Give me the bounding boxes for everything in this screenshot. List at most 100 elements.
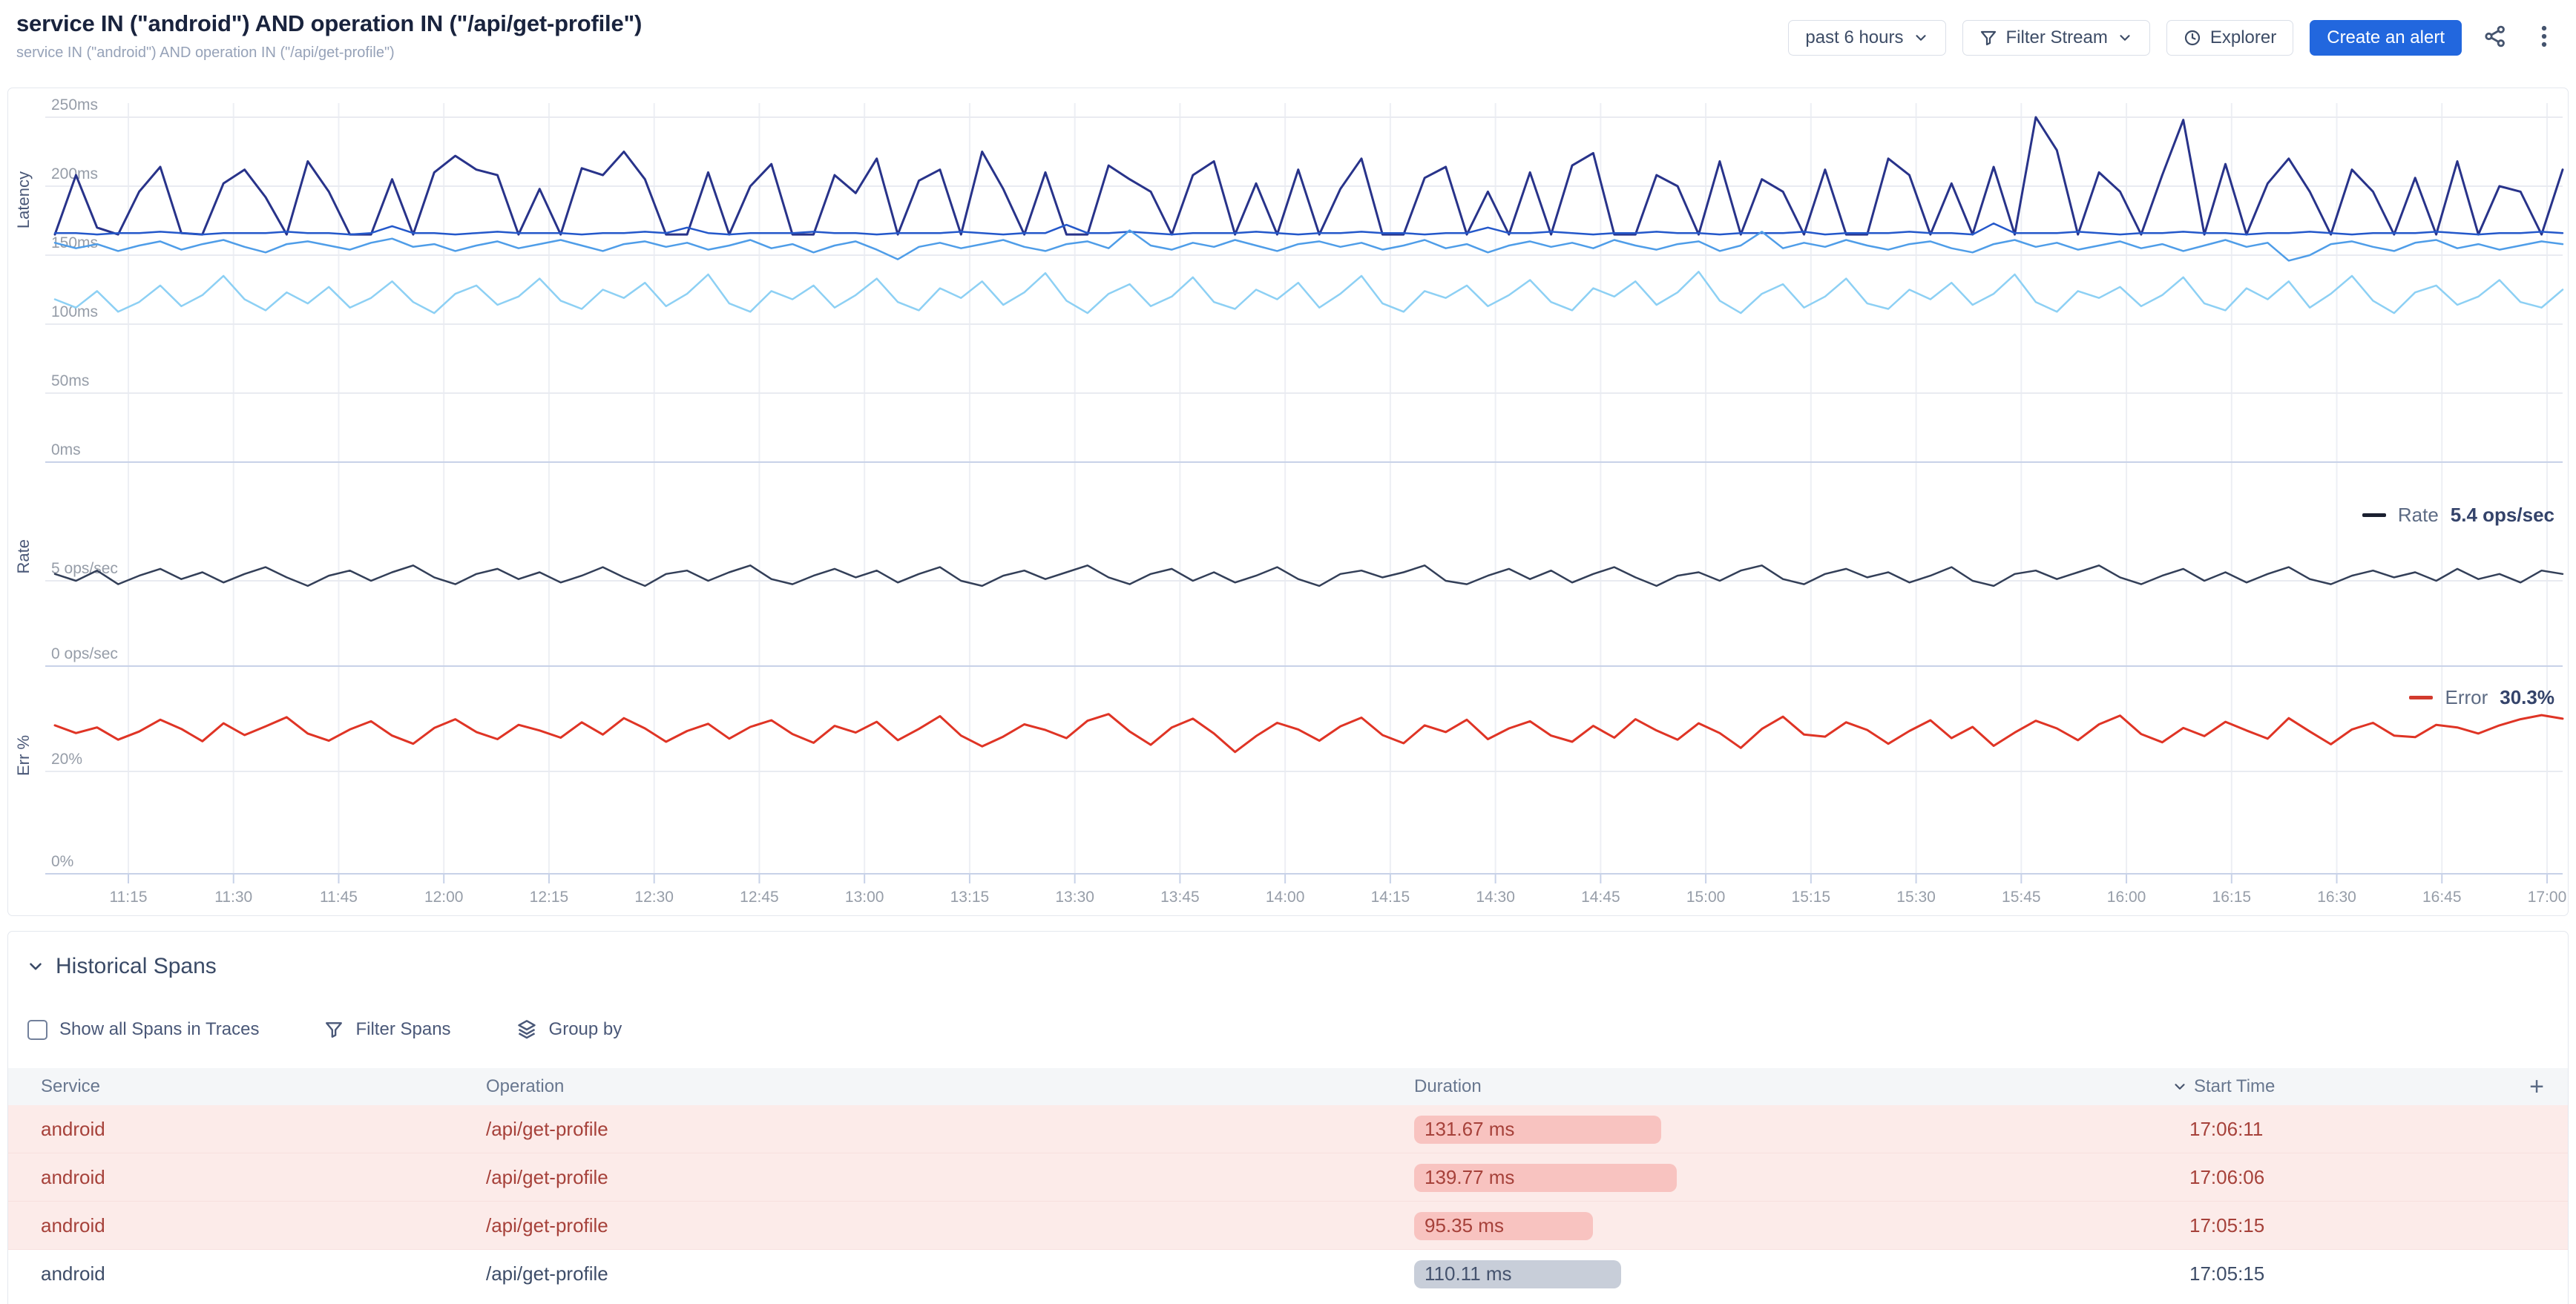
chevron-down-icon: [2117, 30, 2133, 46]
show-all-spans-checkbox[interactable]: [27, 1019, 47, 1040]
filter-stream-dropdown[interactable]: Filter Stream: [1962, 19, 2150, 56]
svg-text:16:00: 16:00: [2107, 889, 2146, 906]
svg-text:14:00: 14:00: [1266, 889, 1305, 906]
start-time-cell: 17:06:06: [2189, 1166, 2265, 1188]
show-all-spans-toggle[interactable]: Show all Spans in Traces: [27, 1019, 259, 1040]
chevron-down-icon: [26, 957, 45, 976]
svg-text:12:00: 12:00: [424, 889, 464, 906]
historical-spans-title: Historical Spans: [56, 954, 217, 978]
rate-legend-dash: [2362, 513, 2386, 517]
svg-text:15:45: 15:45: [2002, 889, 2041, 906]
clock-icon: [2184, 29, 2201, 47]
svg-text:16:15: 16:15: [2212, 889, 2252, 906]
spans-table-body: android/api/get-profile 131.67 ms 17:06:11…: [8, 1105, 2568, 1298]
filter-icon: [324, 1020, 344, 1039]
column-header-duration[interactable]: Duration: [1414, 1076, 1482, 1096]
svg-text:14:45: 14:45: [1581, 889, 1620, 906]
column-header-service[interactable]: Service: [41, 1076, 101, 1096]
operation-cell: /api/get-profile: [486, 1166, 608, 1188]
filter-spans-button[interactable]: Filter Spans: [324, 1019, 451, 1040]
table-row[interactable]: android/api/get-profile 131.67 ms 17:06:11: [8, 1105, 2568, 1153]
table-row[interactable]: android/api/get-profile 95.35 ms 17:05:15: [8, 1202, 2568, 1250]
svg-text:12:15: 12:15: [530, 889, 569, 906]
explorer-button[interactable]: Explorer: [2166, 19, 2294, 56]
historical-spans-panel: Historical Spans Show all Spans in Trace…: [7, 931, 2569, 1304]
svg-text:13:15: 13:15: [950, 889, 990, 906]
column-header-start-time[interactable]: Start Time +: [2157, 1074, 2568, 1099]
svg-text:0ms: 0ms: [51, 441, 81, 458]
start-time-header-label: Start Time: [2194, 1076, 2276, 1096]
svg-text:11:45: 11:45: [320, 889, 358, 906]
operation-cell: /api/get-profile: [486, 1262, 608, 1285]
duration-cell: 110.11 ms: [1381, 1259, 2157, 1288]
filter-icon: [1979, 29, 1997, 47]
svg-text:250ms: 250ms: [51, 96, 98, 113]
table-row[interactable]: android/api/get-profile 110.11 ms 17:05:15: [8, 1250, 2568, 1298]
share-button[interactable]: [2478, 19, 2512, 56]
page-header: service IN ("android") AND operation IN …: [0, 0, 2576, 88]
show-all-spans-label: Show all Spans in Traces: [59, 1019, 260, 1039]
time-range-label: past 6 hours: [1805, 27, 1904, 47]
svg-text:13:45: 13:45: [1160, 889, 1200, 906]
duration-bar: 139.77 ms: [1414, 1163, 1677, 1192]
share-icon: [2483, 24, 2508, 49]
service-cell: android: [41, 1118, 105, 1140]
latency-axis-title: Latency: [14, 171, 33, 229]
column-header-operation[interactable]: Operation: [486, 1076, 565, 1096]
page-subtitle: service IN ("android") AND operation IN …: [16, 45, 395, 61]
svg-text:16:45: 16:45: [2422, 889, 2462, 906]
historical-spans-header[interactable]: Historical Spans: [8, 932, 2568, 979]
more-menu-button[interactable]: [2529, 19, 2560, 56]
service-cell: android: [41, 1166, 105, 1188]
kebab-menu-icon: [2533, 24, 2555, 49]
page-title: service IN ("android") AND operation IN …: [16, 10, 643, 36]
filter-spans-label: Filter Spans: [355, 1019, 451, 1039]
svg-text:14:15: 14:15: [1371, 889, 1410, 906]
add-column-button[interactable]: +: [2529, 1073, 2544, 1101]
layers-icon: [516, 1019, 537, 1040]
svg-text:11:30: 11:30: [214, 889, 252, 906]
metrics-chart[interactable]: 11:15 11:30 11:45 12:00 12:15 12:30 12:45 13:00…: [8, 88, 2568, 915]
error-legend-dash: [2409, 696, 2434, 699]
rate-legend-label: Rate: [2397, 504, 2439, 526]
time-range-dropdown[interactable]: past 6 hours: [1788, 19, 1946, 56]
svg-text:17:00: 17:00: [2528, 889, 2567, 906]
operation-cell: /api/get-profile: [486, 1118, 608, 1140]
svg-text:100ms: 100ms: [51, 303, 98, 320]
duration-bar: 95.35 ms: [1414, 1211, 1593, 1240]
svg-text:13:00: 13:00: [845, 889, 884, 906]
metrics-charts-panel: Latency Rate Err % 11:15 11:30 11:45 12:00 1…: [7, 88, 2569, 916]
svg-text:150ms: 150ms: [51, 234, 98, 251]
group-by-button[interactable]: Group by: [516, 1019, 622, 1040]
svg-text:12:45: 12:45: [740, 889, 779, 906]
svg-text:15:00: 15:00: [1686, 889, 1726, 906]
create-alert-button[interactable]: Create an alert: [2310, 19, 2462, 56]
error-legend: Error 30.3%: [2409, 686, 2554, 709]
header-controls: past 6 hours Filter Stream Explorer: [1788, 19, 2560, 56]
chevron-down-icon: [1913, 30, 1929, 46]
start-time-cell: 17:05:15: [2189, 1214, 2265, 1237]
duration-bar: 110.11 ms: [1414, 1259, 1621, 1288]
svg-text:14:30: 14:30: [1476, 889, 1515, 906]
duration-cell: 139.77 ms: [1381, 1163, 2157, 1192]
svg-text:0%: 0%: [51, 853, 73, 870]
operation-cell: /api/get-profile: [486, 1214, 608, 1237]
table-row[interactable]: android/api/get-profile 139.77 ms 17:06:06: [8, 1153, 2568, 1202]
svg-text:200ms: 200ms: [51, 165, 98, 182]
error-legend-label: Error: [2445, 686, 2488, 708]
start-time-cell: 17:06:11: [2189, 1118, 2264, 1140]
svg-text:12:30: 12:30: [634, 889, 674, 906]
svg-text:15:15: 15:15: [1792, 889, 1831, 906]
start-time-cell: 17:05:15: [2189, 1262, 2265, 1285]
svg-text:0 ops/sec: 0 ops/sec: [51, 645, 118, 662]
duration-cell: 95.35 ms: [1381, 1211, 2157, 1240]
rate-axis-title: Rate: [14, 539, 33, 574]
duration-bar: 131.67 ms: [1414, 1115, 1661, 1144]
svg-text:5 ops/sec: 5 ops/sec: [51, 560, 118, 577]
group-by-label: Group by: [548, 1019, 622, 1039]
duration-cell: 131.67 ms: [1381, 1115, 2157, 1144]
create-alert-label: Create an alert: [2327, 27, 2445, 47]
svg-text:11:15: 11:15: [110, 889, 148, 906]
svg-text:15:30: 15:30: [1896, 889, 1936, 906]
